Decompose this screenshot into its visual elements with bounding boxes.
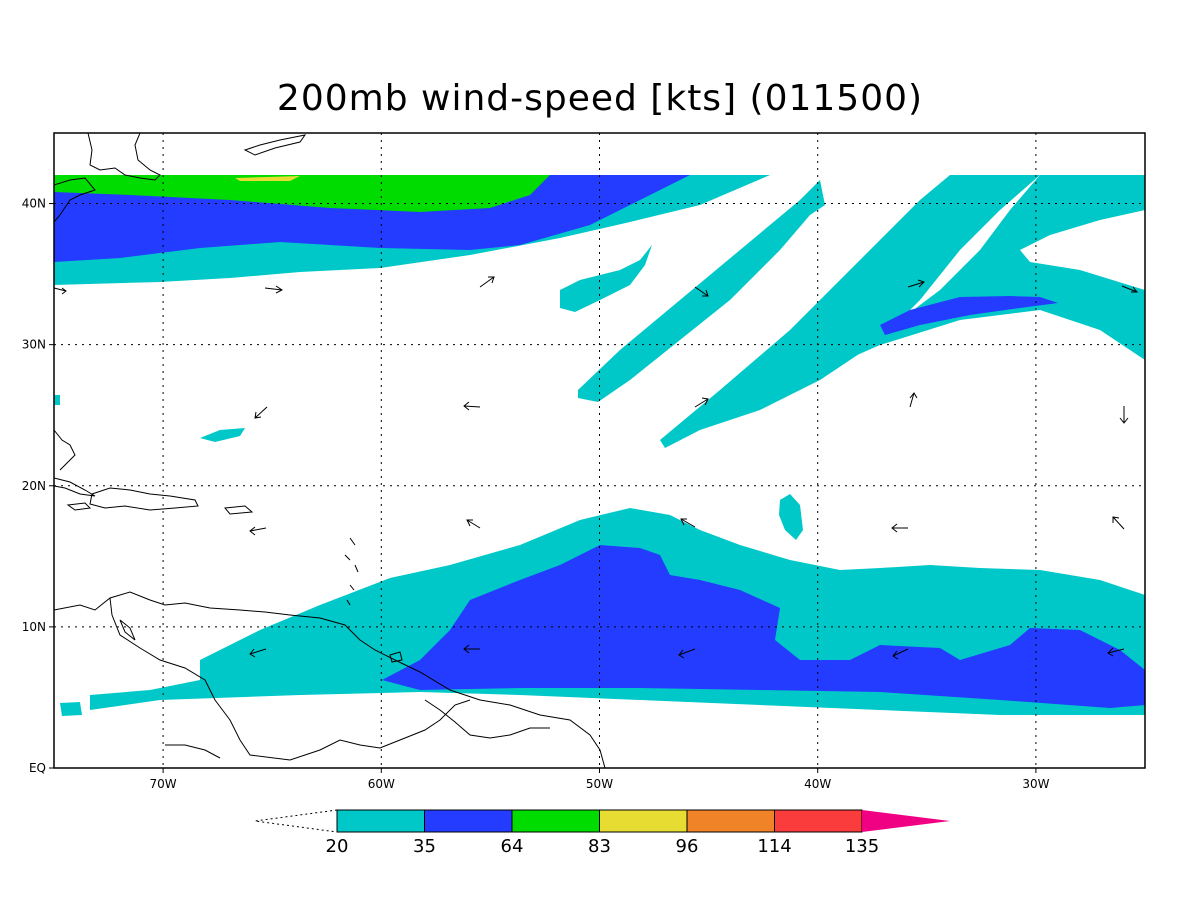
jamaica-coast xyxy=(66,502,92,511)
nova-scotia-coast xyxy=(243,134,307,156)
wind-arrow xyxy=(249,648,267,658)
colorbar: 20 35 64 83 96 114 135 xyxy=(254,809,950,857)
y-tick-label: 20N xyxy=(22,479,46,493)
x-tick-label: 40W xyxy=(804,777,831,791)
colorbar-level-label: 64 xyxy=(501,836,524,857)
x-tick-label: 60W xyxy=(368,777,395,791)
colorbar-level-label: 83 xyxy=(588,836,611,857)
chart-title: 200mb wind-speed [kts] (011500) xyxy=(276,78,924,119)
wind-vectors xyxy=(53,276,1139,660)
wind-arrow xyxy=(264,285,283,294)
new-england-coast xyxy=(54,177,96,223)
jet-south-blue-region xyxy=(382,545,1145,708)
y-tick-label: 30N xyxy=(22,338,46,352)
wind-arrow xyxy=(249,526,267,536)
y-tick-label: 10N xyxy=(22,620,46,634)
brazil-coast xyxy=(165,744,221,759)
wind-arrow xyxy=(1112,516,1125,530)
hispaniola-coast xyxy=(89,487,199,511)
wind-arrow xyxy=(1107,647,1125,657)
colorbar-level-label: 96 xyxy=(676,836,699,857)
cyan-diagonal-band-2 xyxy=(660,175,1040,448)
wind-arrow xyxy=(254,406,268,419)
wind-arrow xyxy=(479,276,495,288)
colorbar-swatch xyxy=(686,809,775,833)
wind-arrow xyxy=(907,279,925,288)
colorbar-level-label: 35 xyxy=(413,836,436,857)
south-america-coast xyxy=(54,591,606,768)
colorbar-level-label: 135 xyxy=(845,836,879,857)
axes: 70W 60W 50W 40W 30W EQ 10N 20N 30N 40N xyxy=(22,197,1050,791)
guyana-border xyxy=(424,699,550,739)
cuba-coast xyxy=(54,477,96,497)
wind-arrow xyxy=(1121,285,1139,293)
cyan-east-region xyxy=(720,175,1145,410)
y-tick-label: 40N xyxy=(22,197,46,211)
y-tick-label: EQ xyxy=(29,761,46,775)
wind-arrow xyxy=(678,648,696,659)
cyan-patch-center xyxy=(779,494,803,540)
cyan-patch-edge xyxy=(54,395,60,405)
colorbar-level-label: 20 xyxy=(326,836,349,857)
colorbar-swatch xyxy=(599,809,688,833)
north-america-coast xyxy=(87,133,161,181)
wind-arrow xyxy=(1119,406,1129,424)
x-tick-label: 70W xyxy=(150,777,177,791)
colorbar-level-label: 114 xyxy=(757,836,791,857)
colorbar-swatch xyxy=(336,809,425,833)
blue-east-core xyxy=(880,296,1058,335)
wind-arrow xyxy=(694,286,709,297)
lake-maracaibo xyxy=(119,619,136,641)
cyan-patch-west xyxy=(200,428,245,442)
x-tick-label: 50W xyxy=(586,777,613,791)
colorbar-swatch xyxy=(424,809,513,833)
wind-arrow xyxy=(694,397,709,408)
cyan-tongue-1 xyxy=(560,245,652,312)
wind-arrow xyxy=(463,401,481,411)
puerto-rico-coast xyxy=(224,505,254,515)
wind-arrow xyxy=(53,287,67,295)
cyan-south-patch xyxy=(60,702,82,716)
trinidad xyxy=(389,651,403,663)
x-tick-label: 30W xyxy=(1022,777,1049,791)
florida-bahamas-coast xyxy=(54,429,76,471)
wind-arrow xyxy=(909,392,918,408)
wind-arrow xyxy=(466,519,481,529)
graticule xyxy=(54,133,1145,768)
coastlines xyxy=(54,133,606,768)
jet-north-yellow-region xyxy=(235,176,300,181)
wind-arrow xyxy=(891,523,908,533)
lesser-antilles xyxy=(344,537,359,606)
venezuela-interior xyxy=(109,597,471,761)
colorbar-below-triangle xyxy=(254,809,338,833)
colorbar-swatch xyxy=(774,809,863,833)
wind-arrow xyxy=(892,648,909,660)
jet-north-green-region xyxy=(54,175,550,212)
colorbar-swatch xyxy=(511,809,600,833)
colorbar-above-triangle xyxy=(862,810,950,832)
wind-arrow xyxy=(463,644,480,654)
wind-arrow xyxy=(680,518,696,528)
